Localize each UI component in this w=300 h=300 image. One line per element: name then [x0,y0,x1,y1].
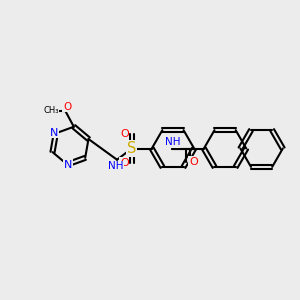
Text: NH: NH [165,137,180,147]
Text: S: S [127,141,136,156]
Text: NH: NH [108,161,123,171]
Text: O: O [120,158,129,168]
Text: O: O [120,129,129,140]
Text: N: N [50,128,58,138]
Text: CH₃: CH₃ [43,106,58,115]
Text: O: O [189,157,198,167]
Text: N: N [64,160,72,170]
Text: O: O [63,102,71,112]
